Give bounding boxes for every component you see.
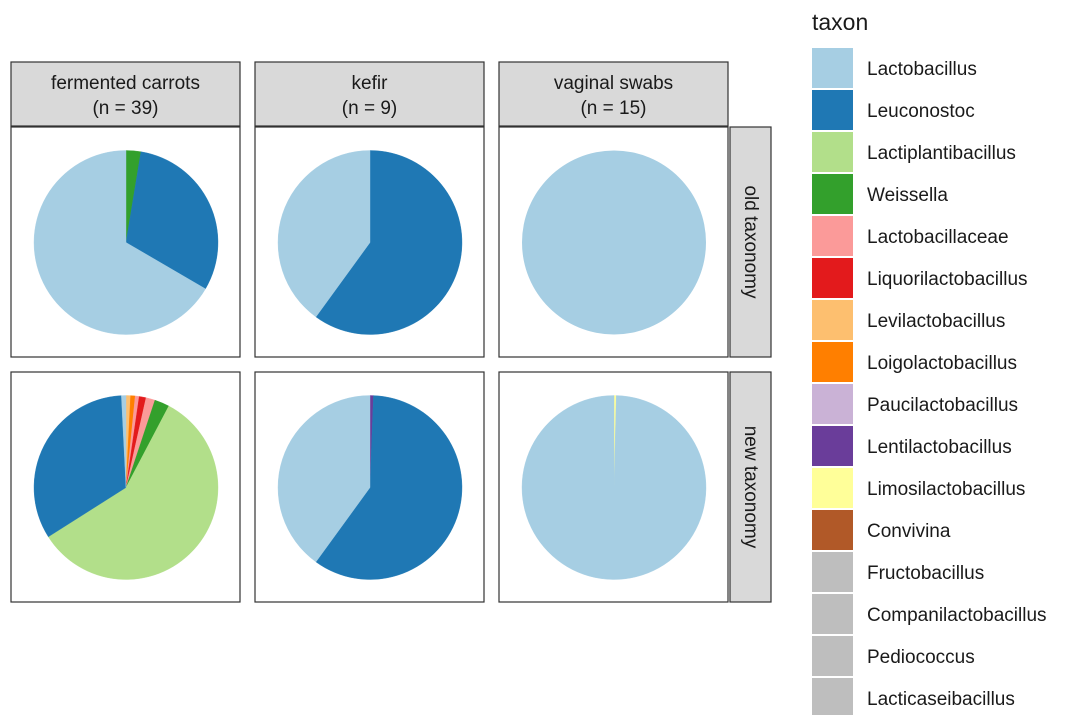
legend-key [812, 48, 853, 88]
column-strip-label: vaginal swabs [554, 73, 673, 94]
legend-item-companilactobacillus: Companilactobacillus [812, 594, 1047, 634]
legend-key [812, 384, 853, 424]
legend-key [812, 342, 853, 382]
row-strip-bg [729, 371, 772, 603]
legend-label: Lactobacillaceae [867, 227, 1009, 248]
pie-slice-lactobacillus [277, 150, 371, 318]
legend-item-lactobacillaceae: Lactobacillaceae [812, 216, 1009, 256]
legend-key [812, 132, 853, 172]
legend-key [812, 510, 853, 550]
legend-key [812, 636, 853, 676]
legend-label: Pediococcus [867, 647, 975, 668]
legend-label: Lactobacillus [867, 59, 977, 80]
legend-key [812, 552, 853, 592]
legend-title: taxon [812, 9, 868, 35]
legend-label: Lactiplantibacillus [867, 143, 1016, 164]
legend-item-convivina: Convivina [812, 510, 951, 550]
pie-panel-new-taxonomy-vaginal-swabs [498, 371, 729, 603]
legend-key [812, 174, 853, 214]
legend-item-loigolactobacillus: Loigolactobacillus [812, 342, 1017, 382]
pie-panel-old-taxonomy-kefir [254, 126, 485, 358]
pie-panel-new-taxonomy-fermented-carrots [10, 371, 241, 603]
row-strip-new-taxonomy: new taxonomy [729, 371, 772, 603]
column-strip-n-label: (n = 39) [92, 98, 158, 119]
pie-slice-lactobacillus [522, 150, 706, 335]
pie-slice-leuconostoc [315, 150, 463, 335]
column-strip-n-label: (n = 9) [342, 98, 397, 119]
legend-label: Lentilactobacillus [867, 437, 1012, 458]
legend-item-pediococcus: Pediococcus [812, 636, 975, 676]
legend-item-levilactobacillus: Levilactobacillus [812, 300, 1005, 340]
pie-slice-leuconostoc [33, 395, 127, 538]
legend: taxon Lactobacillus Leuconostoc Lactiplanti… [812, 9, 1047, 715]
column-strip-bg [10, 61, 241, 127]
legend-key [812, 594, 853, 634]
row-strip-label: new taxonomy [740, 426, 761, 549]
pie-slice-lactobacillus [33, 150, 206, 335]
legend-label: Loigolactobacillus [867, 353, 1017, 374]
legend-label: Paucilactobacillus [867, 395, 1018, 416]
pie-slice-lactobacillus [121, 395, 127, 488]
pie-panel-new-taxonomy-kefir [254, 371, 485, 603]
legend-key [812, 300, 853, 340]
legend-label: Companilactobacillus [867, 605, 1047, 626]
pie-slice-leuconostoc [315, 395, 463, 580]
column-strip-fermented-carrots: fermented carrots (n = 39) [10, 61, 241, 127]
legend-item-fructobacillus: Fructobacillus [812, 552, 984, 592]
legend-label: Liquorilactobacillus [867, 269, 1028, 290]
column-strip-vaginal-swabs: vaginal swabs (n = 15) [498, 61, 729, 127]
legend-item-leuconostoc: Leuconostoc [812, 90, 975, 130]
legend-item-paucilactobacillus: Paucilactobacillus [812, 384, 1018, 424]
column-strip-bg [498, 61, 729, 127]
strips-layer: fermented carrots (n = 39) kefir (n = 9) vag… [10, 61, 772, 603]
legend-key [812, 258, 853, 298]
legend-label: Lacticaseibacillus [867, 689, 1015, 710]
legend-label: Levilactobacillus [867, 311, 1005, 332]
legend-key [812, 426, 853, 466]
legend-label: Weissella [867, 185, 948, 206]
legend-item-lactiplantibacillus: Lactiplantibacillus [812, 132, 1016, 172]
legend-item-lacticaseibacillus: Lacticaseibacillus [812, 678, 1015, 715]
legend-item-weissella: Weissella [812, 174, 948, 214]
column-strip-kefir: kefir (n = 9) [254, 61, 485, 127]
pie-slice-leuconostoc [125, 151, 219, 290]
pie-slice-lactobacillus [277, 395, 371, 563]
pie-slice-lactobacillus [521, 395, 707, 580]
legend-label: Convivina [867, 521, 951, 542]
legend-label: Leuconostoc [867, 101, 975, 122]
legend-key [812, 468, 853, 508]
legend-key [812, 90, 853, 130]
column-strip-label: fermented carrots [51, 73, 200, 94]
row-strip-label: old taxonomy [740, 185, 761, 299]
pie-slice-lactiplantibacillus [48, 405, 219, 580]
legend-label: Limosilactobacillus [867, 479, 1025, 500]
legend-item-limosilactobacillus: Limosilactobacillus [812, 468, 1025, 508]
legend-label: Fructobacillus [867, 563, 984, 584]
legend-item-lentilactobacillus: Lentilactobacillus [812, 426, 1012, 466]
row-strip-old-taxonomy: old taxonomy [729, 126, 772, 358]
row-strip-bg [729, 126, 772, 358]
legend-item-lactobacillus: Lactobacillus [812, 48, 977, 88]
pie-panel-old-taxonomy-vaginal-swabs [498, 126, 729, 358]
panels-layer [10, 126, 729, 603]
legend-key [812, 216, 853, 256]
legend-key [812, 678, 853, 715]
column-strip-bg [254, 61, 485, 127]
column-strip-n-label: (n = 15) [580, 98, 646, 119]
pie-panel-old-taxonomy-fermented-carrots [10, 126, 241, 358]
legend-item-liquorilactobacillus: Liquorilactobacillus [812, 258, 1028, 298]
column-strip-label: kefir [352, 73, 389, 94]
